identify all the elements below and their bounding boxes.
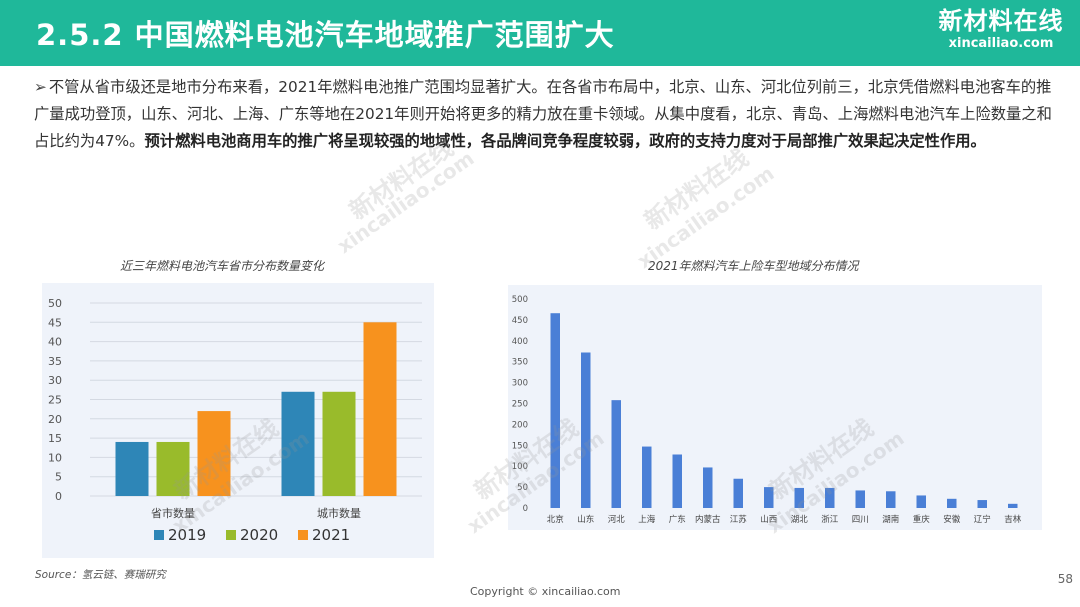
watermark-en: xincailiao.com <box>332 145 479 259</box>
legend-swatch <box>298 530 308 540</box>
y-tick-label: 15 <box>48 432 62 445</box>
bar-城市数量-2019 <box>281 391 315 496</box>
x-tick-label: 河北 <box>608 514 626 525</box>
x-tick-label: 省市数量 <box>151 506 195 520</box>
brand-domain: xincailiao.com <box>948 36 1054 51</box>
bullet-arrow-icon: ➢ <box>34 78 47 96</box>
brand-name: 新材料在线 <box>938 7 1064 35</box>
left-bar-chart: 0 5 10 15 20 25 30 35 40 45 50 省市数量 城市数量 2019 2020 2021 <box>48 297 422 544</box>
bar-吉林 <box>1008 503 1018 508</box>
y-tick-label: 350 <box>512 358 528 368</box>
y-tick-label: 35 <box>48 355 62 368</box>
left-chart-title: 近三年燃料电池汽车省市分布数量变化 <box>120 259 325 273</box>
legend-label: 2020 <box>240 526 278 544</box>
bar-辽宁 <box>977 500 987 508</box>
right-chart-panel: 0 50 100 150 200 250 300 350 400 450 500 北京 山东 河北 上海 广东… <box>508 285 1042 530</box>
y-tick-label: 200 <box>512 420 528 430</box>
y-tick-label: 50 <box>48 297 62 310</box>
bar-四川 <box>855 490 865 508</box>
y-tick-label: 40 <box>48 336 62 349</box>
y-tick-label: 150 <box>512 441 528 451</box>
bar-山东 <box>581 352 591 508</box>
x-tick-label: 广东 <box>669 514 686 525</box>
page-title: 2.5.2 中国燃料电池汽车地域推广范围扩大 <box>36 18 615 52</box>
y-tick-label: 400 <box>512 337 528 347</box>
x-tick-label: 重庆 <box>913 514 931 525</box>
x-tick-label: 湖北 <box>791 515 809 525</box>
legend-label: 2021 <box>312 526 350 544</box>
bar-重庆 <box>916 495 926 508</box>
y-tick-label: 500 <box>512 295 528 305</box>
x-tick-label: 山西 <box>760 514 777 525</box>
x-tick-label: 安徽 <box>943 514 961 525</box>
legend-label: 2019 <box>168 526 206 544</box>
bar-安徽 <box>947 498 957 508</box>
bar-江苏 <box>733 478 743 508</box>
source-note: Source：氢云链、赛瑞研究 <box>35 569 166 581</box>
y-tick-label: 5 <box>55 471 62 484</box>
y-tick-label: 0 <box>55 490 62 503</box>
y-tick-label: 100 <box>512 462 528 472</box>
x-tick-label: 湖南 <box>882 514 899 525</box>
summary-bold-text: 预计燃料电池商用车的推广将呈现较强的地域性，各品牌间竞争程度较弱，政府的支持力度… <box>144 132 986 150</box>
bar-省市数量-2021 <box>197 411 231 496</box>
bar-上海 <box>642 446 652 508</box>
x-tick-label: 吉林 <box>1004 514 1022 525</box>
x-tick-label: 江苏 <box>730 514 748 525</box>
y-tick-label: 45 <box>48 316 62 329</box>
bar-省市数量-2019 <box>115 441 149 496</box>
y-tick-label: 50 <box>517 483 528 493</box>
bar-广东 <box>672 454 682 508</box>
bar-湖南 <box>886 491 896 508</box>
bar-北京 <box>550 313 560 508</box>
bar-山西 <box>764 487 774 508</box>
y-tick-label: 10 <box>48 451 62 464</box>
x-tick-label: 北京 <box>547 514 564 525</box>
y-tick-label: 250 <box>512 400 528 410</box>
x-tick-label: 内蒙古 <box>695 514 721 525</box>
legend-swatch <box>226 530 236 540</box>
title-bar: 2.5.2 中国燃料电池汽车地域推广范围扩大 新材料在线 xincailiao.… <box>0 0 1080 66</box>
bar-内蒙古 <box>703 467 713 508</box>
y-tick-label: 20 <box>48 413 62 426</box>
bar-浙江 <box>825 487 835 508</box>
y-tick-label: 25 <box>48 394 62 407</box>
bar-城市数量-2021 <box>363 322 397 496</box>
y-tick-label: 300 <box>512 379 528 389</box>
bar-湖北 <box>794 487 804 508</box>
right-bar-chart: 0 50 100 150 200 250 300 350 400 450 500 北京 山东 河北 上海 广东… <box>512 295 1022 525</box>
x-tick-label: 上海 <box>638 514 656 525</box>
right-chart-title: 2021年燃料汽车上险车型地域分布情况 <box>648 259 859 273</box>
copyright: Copyright © xincailiao.com <box>470 585 621 598</box>
x-tick-label: 城市数量 <box>317 506 361 520</box>
summary-paragraph: ➢ 不管从省市级还是地市分布来看，2021年燃料电池推广范围均显著扩大。在各省市布… <box>34 74 1054 155</box>
y-tick-label: 450 <box>512 316 528 326</box>
brand-logo: 新材料在线 xincailiao.com <box>936 6 1066 58</box>
bar-河北 <box>611 400 621 508</box>
y-tick-label: 0 <box>523 504 528 514</box>
bar-城市数量-2020 <box>322 391 356 496</box>
x-tick-label: 山东 <box>577 514 594 525</box>
x-tick-label: 浙江 <box>821 514 839 525</box>
x-tick-label: 辽宁 <box>974 514 991 525</box>
legend-swatch <box>154 530 164 540</box>
bar-省市数量-2020 <box>156 441 190 496</box>
left-chart-panel: 0 5 10 15 20 25 30 35 40 45 50 省市数量 城市数量 2019 2020 2021 <box>42 283 434 558</box>
summary-text: 不管从省市级还是地市分布来看，2021年燃料电池推广范围均显著扩大。在各省市布局… <box>34 78 1052 150</box>
y-tick-label: 30 <box>48 374 62 387</box>
x-tick-label: 四川 <box>852 515 869 525</box>
page-number: 58 <box>1057 572 1073 586</box>
